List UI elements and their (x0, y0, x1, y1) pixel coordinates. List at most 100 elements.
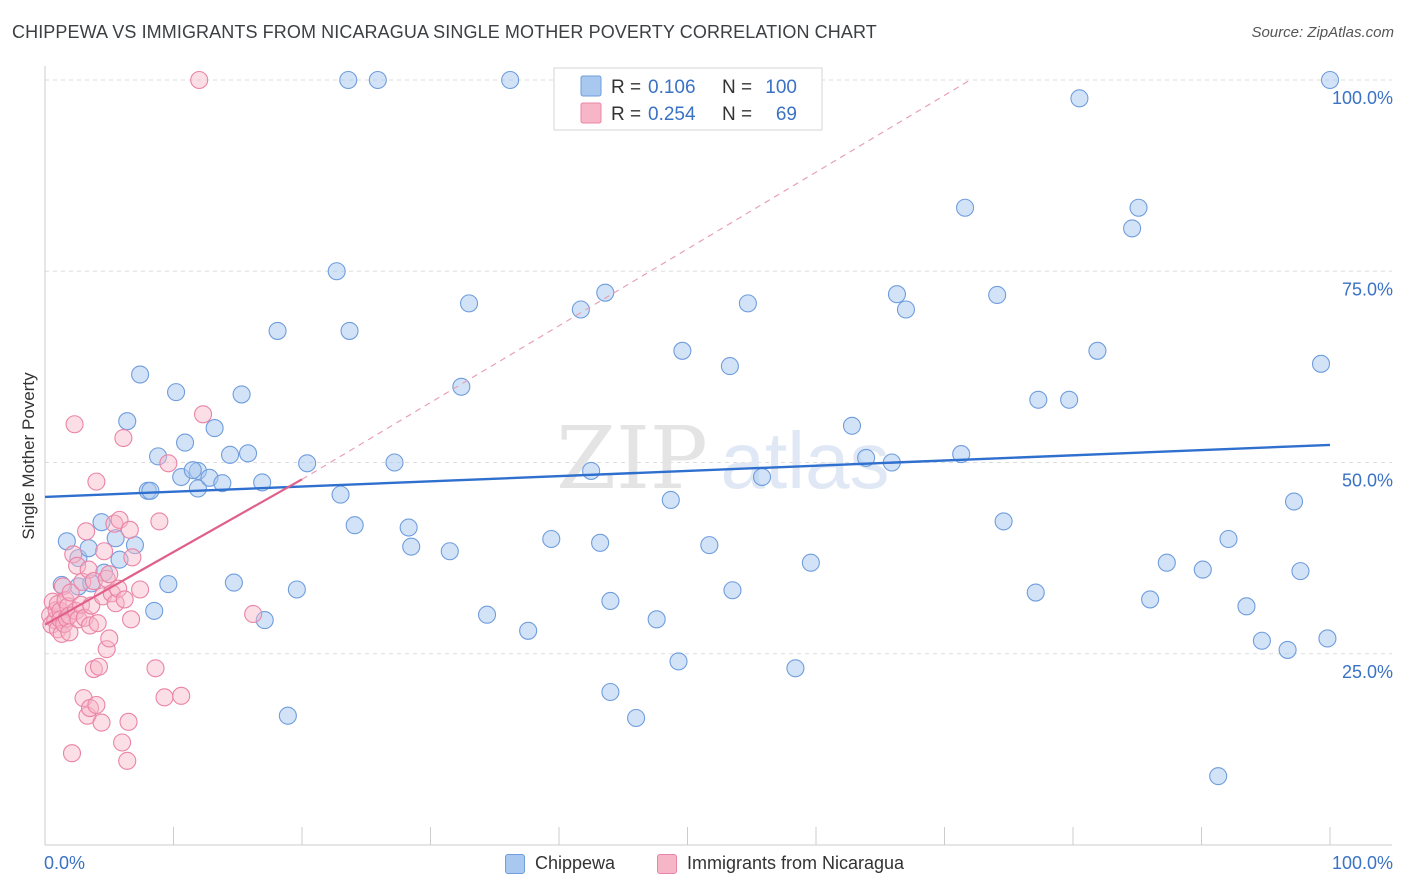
data-point-nicaragua (123, 548, 142, 567)
data-point-chippewa (440, 542, 459, 561)
legend-n-value: 69 (776, 104, 797, 125)
data-point-nicaragua (97, 640, 116, 659)
data-point-nicaragua (122, 610, 141, 629)
data-point-chippewa (994, 512, 1013, 531)
data-point-chippewa (167, 383, 186, 402)
data-point-chippewa (752, 467, 772, 487)
data-point-chippewa (896, 300, 916, 319)
data-point-chippewa (542, 529, 561, 549)
data-point-chippewa (1278, 640, 1297, 659)
data-point-chippewa (801, 553, 820, 572)
data-point-chippewa (700, 536, 719, 555)
data-point-chippewa (79, 539, 98, 558)
y-tick-label: 50.0% (1342, 471, 1393, 491)
data-point-chippewa (1060, 390, 1079, 409)
data-point-nicaragua (190, 70, 209, 90)
y-tick-labels: 25.0% 50.0% 75.0% 100.0% (1332, 88, 1393, 682)
data-point-chippewa (1157, 553, 1176, 572)
data-point-nicaragua (172, 686, 191, 705)
data-point-nicaragua (88, 614, 107, 633)
data-point-chippewa (224, 573, 243, 592)
data-point-chippewa (159, 575, 178, 594)
legend-item-nicaragua[interactable]: Immigrants from Nicaragua (657, 853, 904, 874)
data-point-nicaragua (87, 472, 106, 491)
data-point-chippewa (141, 481, 160, 500)
data-point-chippewa (368, 70, 387, 90)
legend-r-label: R = (611, 104, 641, 125)
data-point-chippewa (402, 537, 421, 556)
data-point-chippewa (1070, 89, 1089, 108)
data-point-nicaragua (194, 405, 213, 424)
trend-extension-nicaragua (301, 79, 971, 480)
data-point-chippewa (1141, 590, 1160, 609)
legend-box: R = 0.106 N = 100 R = 0.254 N = 69 (553, 67, 823, 131)
data-point-nicaragua (62, 744, 82, 763)
legend-label-chippewa: Chippewa (535, 853, 616, 873)
data-point-chippewa (1252, 631, 1271, 650)
data-point-chippewa (842, 416, 862, 435)
data-point-chippewa (176, 433, 195, 452)
y-tick-label: 25.0% (1342, 662, 1393, 682)
legend-n-label: N = (722, 77, 752, 98)
data-point-chippewa (106, 529, 125, 548)
watermark: ZIP atlas (556, 409, 889, 509)
data-point-chippewa (738, 294, 757, 313)
data-point-chippewa (1129, 198, 1148, 217)
data-point-chippewa (956, 198, 975, 217)
data-point-chippewa (278, 706, 297, 725)
data-point-nicaragua (64, 545, 83, 564)
data-point-chippewa (205, 419, 224, 438)
data-point-chippewa (399, 518, 418, 537)
data-point-nicaragua (106, 594, 125, 613)
x-tick-label: 100.0% (1332, 853, 1393, 873)
data-point-chippewa (601, 591, 620, 611)
data-point-chippewa (952, 445, 971, 464)
data-point-chippewa (601, 682, 620, 702)
data-point-chippewa (571, 300, 590, 319)
data-point-chippewa (452, 377, 471, 396)
data-point-chippewa (232, 385, 251, 404)
data-point-chippewa (268, 321, 287, 340)
data-point-chippewa (1318, 629, 1337, 648)
data-point-chippewa (591, 533, 610, 552)
data-point-chippewa (145, 601, 164, 620)
legend-n-value: 100 (765, 77, 797, 98)
data-point-chippewa (1209, 767, 1228, 786)
data-point-nicaragua (65, 415, 84, 434)
data-point-chippewa (255, 611, 274, 630)
source-label: Source: ZipAtlas.com (1251, 24, 1394, 41)
data-point-nicaragua (61, 583, 80, 602)
legend-swatch-nicaragua (657, 853, 677, 874)
data-point-nicaragua (92, 713, 111, 732)
data-point-chippewa (669, 652, 688, 671)
data-point-chippewa (786, 659, 805, 678)
data-point-chippewa (1026, 583, 1045, 602)
legend-r-label: R = (611, 77, 641, 98)
data-point-chippewa (857, 448, 876, 467)
data-point-chippewa (253, 473, 272, 492)
data-point-chippewa (220, 445, 240, 464)
data-point-nicaragua (100, 629, 119, 648)
chart-title: CHIPPEWA VS IMMIGRANTS FROM NICARAGUA SI… (12, 22, 877, 42)
bottom-legend: Chippewa Immigrants from Nicaragua (0, 852, 1406, 878)
data-point-nicaragua (244, 604, 263, 624)
data-point-chippewa (188, 479, 207, 498)
data-point-chippewa (345, 516, 364, 535)
data-point-nicaragua (69, 610, 88, 629)
data-point-chippewa (1123, 219, 1142, 238)
legend-label-nicaragua: Immigrants from Nicaragua (687, 853, 905, 873)
data-point-chippewa (149, 447, 168, 466)
data-point-nicaragua (146, 659, 165, 678)
trend-lines (44, 79, 1331, 626)
data-point-nicaragua (119, 712, 138, 731)
y-axis-label: Single Mother Poverty (19, 372, 38, 540)
data-point-chippewa (298, 454, 317, 473)
data-point-chippewa (647, 610, 666, 629)
data-point-chippewa (1193, 560, 1212, 579)
legend-item-chippewa[interactable]: Chippewa (505, 853, 615, 874)
data-point-nicaragua (100, 565, 119, 584)
data-point-chippewa (1088, 341, 1107, 360)
data-point-chippewa (661, 490, 680, 510)
data-point-chippewa (287, 580, 306, 599)
